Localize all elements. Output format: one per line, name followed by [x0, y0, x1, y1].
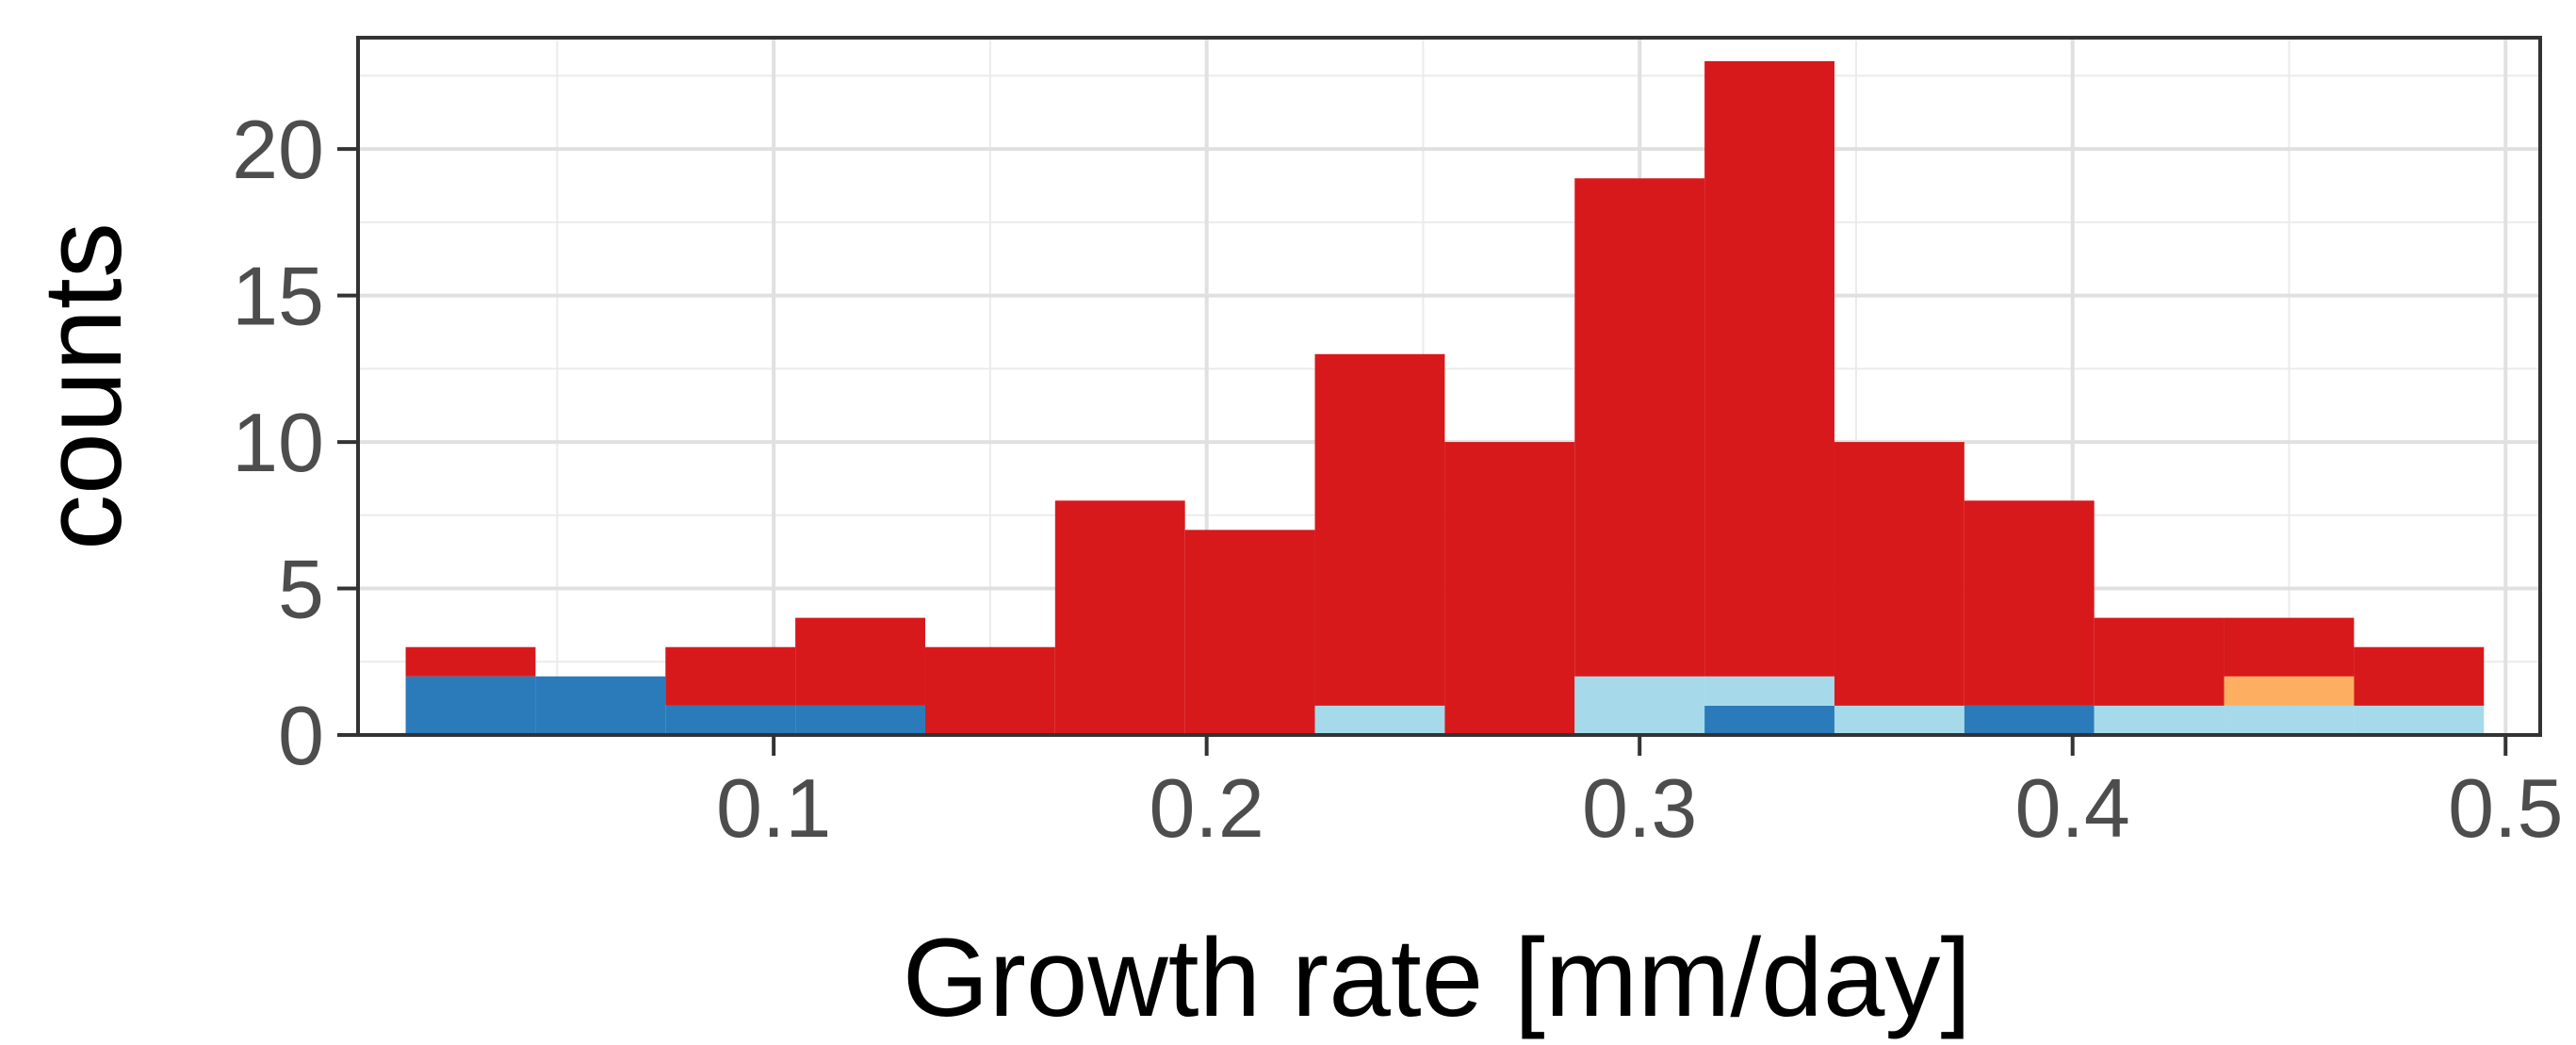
x-tick-label: 0.5 — [2448, 761, 2563, 855]
bar-segment — [405, 676, 536, 735]
bar-segment — [1574, 178, 1705, 677]
bar-segment — [1834, 442, 1965, 706]
y-tick-label: 5 — [278, 543, 324, 636]
bar-segment — [535, 676, 666, 735]
x-tick-label: 0.1 — [716, 761, 831, 855]
bar-segment — [665, 705, 796, 735]
x-axis: 0.1 0.2 0.3 0.4 0.5 — [716, 735, 2563, 855]
bar-segment — [1574, 676, 1705, 735]
bar-segment — [2094, 705, 2225, 735]
x-axis-title: Growth rate [mm/day] — [903, 916, 1971, 1040]
y-axis-title: counts — [21, 222, 145, 550]
bars — [405, 60, 2485, 735]
bar-segment — [795, 705, 925, 735]
bar-segment — [2354, 705, 2485, 735]
bar-segment — [1314, 353, 1445, 706]
bar-segment — [405, 646, 536, 677]
bar-segment — [665, 646, 796, 706]
x-tick-label: 0.2 — [1149, 761, 1264, 855]
bar-segment — [2094, 617, 2225, 706]
bar-segment — [2224, 617, 2355, 677]
bar-segment — [1704, 676, 1834, 706]
x-tick-label: 0.3 — [1582, 761, 1697, 855]
bar-segment — [1054, 500, 1185, 735]
bar-segment — [2224, 676, 2355, 706]
bar-segment — [1964, 500, 2095, 706]
bar-segment — [1704, 705, 1834, 735]
y-axis: 0 5 10 15 20 — [232, 103, 358, 782]
bar-segment — [2354, 646, 2485, 706]
bar-segment — [1834, 705, 1965, 735]
y-tick-label: 0 — [278, 689, 324, 782]
y-tick-label: 10 — [232, 396, 324, 489]
panel-border — [356, 36, 2542, 737]
bar-segment — [795, 617, 925, 706]
bar-segment — [1704, 60, 1834, 677]
y-tick-label: 15 — [232, 250, 324, 343]
bar-segment — [2224, 705, 2355, 735]
y-tick-label: 20 — [232, 103, 324, 196]
x-tick-label: 0.4 — [2015, 761, 2130, 855]
bar-segment — [1964, 705, 2095, 735]
bar-segment — [1314, 705, 1445, 735]
bar-segment — [1184, 530, 1315, 735]
bar-segment — [924, 646, 1055, 735]
bar-segment — [1444, 442, 1575, 735]
